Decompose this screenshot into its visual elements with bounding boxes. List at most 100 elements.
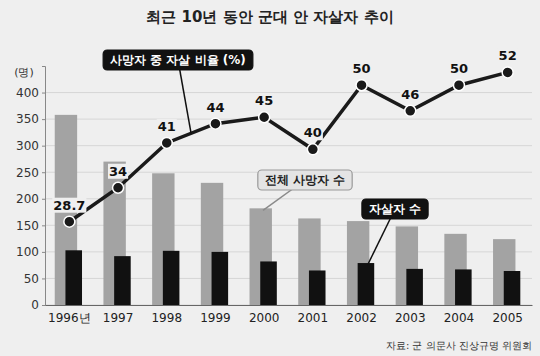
label-patch bbox=[498, 48, 518, 63]
series-name: 전체 사망자 수 bbox=[265, 173, 345, 187]
data-label-group: 50 bbox=[352, 61, 372, 76]
bar-series bbox=[55, 115, 516, 305]
x-tick-label: 1999 bbox=[200, 311, 231, 325]
y-tick-mark bbox=[42, 172, 45, 173]
label-patch bbox=[303, 125, 323, 140]
x-tick: 1998 bbox=[151, 305, 182, 325]
marker bbox=[356, 80, 367, 91]
label-patch bbox=[352, 61, 372, 76]
series-name: 자살자 수 bbox=[369, 202, 421, 216]
bar bbox=[114, 256, 131, 305]
x-tick: 2000 bbox=[249, 305, 280, 325]
marker bbox=[64, 216, 75, 227]
x-tick: 1996년 bbox=[48, 305, 91, 325]
x-tick-label: 2001 bbox=[298, 311, 329, 325]
label-patch bbox=[400, 87, 420, 102]
bar bbox=[65, 250, 82, 305]
marker bbox=[307, 144, 318, 155]
line bbox=[69, 72, 507, 221]
x-tick-label: 2004 bbox=[444, 311, 475, 325]
marker bbox=[210, 118, 221, 129]
label-patch bbox=[449, 61, 469, 76]
x-tick-label: 2005 bbox=[492, 311, 523, 325]
bar bbox=[358, 263, 375, 305]
bar bbox=[504, 271, 521, 305]
y-axis: 050100150200250300350400 bbox=[16, 67, 45, 313]
bar bbox=[309, 270, 326, 305]
data-label-group: 40 bbox=[303, 125, 323, 140]
grid bbox=[45, 93, 532, 305]
data-label: 28.7 bbox=[53, 198, 85, 213]
x-tick-label: 1997 bbox=[103, 311, 134, 325]
x-tick-label: 2000 bbox=[249, 311, 280, 325]
marker bbox=[405, 105, 416, 116]
data-label: 41 bbox=[158, 119, 176, 134]
y-tick-label: 400 bbox=[16, 86, 39, 100]
y-tick-label: 100 bbox=[16, 245, 39, 259]
x-tick: 2003 bbox=[395, 305, 426, 325]
data-label-group: 45 bbox=[254, 93, 274, 108]
y-tick-label: 250 bbox=[16, 166, 39, 180]
x-tick-label: 2003 bbox=[395, 311, 426, 325]
bar bbox=[163, 251, 180, 305]
x-tick: 2001 bbox=[298, 305, 329, 325]
y-tick-mark bbox=[42, 252, 45, 253]
x-tick: 1999 bbox=[200, 305, 231, 325]
y-tick-label: 50 bbox=[24, 272, 39, 286]
label-patch bbox=[254, 93, 274, 108]
series-label: 사망자 중 자살 비율 (%) bbox=[103, 50, 253, 133]
y-tick-label: 300 bbox=[16, 139, 39, 153]
plot-area bbox=[55, 67, 521, 305]
x-tick: 2002 bbox=[346, 305, 377, 325]
data-label-group: 46 bbox=[400, 87, 420, 102]
marker bbox=[161, 137, 172, 148]
grid-line bbox=[45, 145, 532, 146]
background bbox=[0, 0, 540, 356]
label-box bbox=[103, 50, 253, 70]
y-tick-mark bbox=[42, 119, 45, 120]
source: 자료: 군 의문사 진상규명 위원회 bbox=[386, 340, 532, 351]
data-label: 45 bbox=[255, 93, 273, 108]
bar bbox=[212, 252, 229, 305]
y-axis-title: (명) bbox=[14, 66, 34, 79]
data-label-group: 34 bbox=[108, 164, 128, 179]
label-box bbox=[258, 170, 352, 190]
label-patch bbox=[108, 164, 128, 179]
y-tick-mark bbox=[42, 278, 45, 279]
bar bbox=[455, 269, 472, 305]
y-tick: 100 bbox=[16, 245, 45, 259]
data-label-group: 28.7 bbox=[52, 198, 86, 213]
y-tick: 350 bbox=[16, 112, 45, 126]
y-tick-mark bbox=[42, 146, 45, 147]
bar bbox=[406, 269, 423, 305]
series-label: 자살자 수 bbox=[362, 199, 428, 265]
grid-line bbox=[45, 119, 532, 120]
label-patch bbox=[157, 119, 177, 134]
data-label: 40 bbox=[304, 125, 322, 140]
y-tick-label: 350 bbox=[16, 112, 39, 126]
x-axis-line bbox=[46, 305, 533, 306]
x-axis: 1996년 1997 1998 1999 2000 2001 2002 2003 2004 200… bbox=[46, 305, 533, 325]
y-tick-mark bbox=[42, 225, 45, 226]
y-tick-label: 150 bbox=[16, 219, 39, 233]
y-tick: 250 bbox=[16, 166, 45, 180]
data-label-group: 52 bbox=[498, 48, 518, 63]
marker bbox=[259, 112, 270, 123]
x-tick-label: 1996년 bbox=[48, 311, 91, 325]
data-labels: 28.7 34 41 44 45 40 50 46 50 52 bbox=[52, 48, 517, 212]
data-label: 44 bbox=[206, 100, 224, 115]
y-tick: 50 bbox=[24, 272, 45, 286]
y-tick: 300 bbox=[16, 139, 45, 153]
marker bbox=[113, 182, 124, 193]
label-box bbox=[362, 199, 428, 219]
y-axis-line bbox=[42, 67, 46, 306]
marker bbox=[453, 80, 464, 91]
y-tick-label: 200 bbox=[16, 192, 39, 206]
data-label-group: 50 bbox=[449, 61, 469, 76]
y-tick-mark bbox=[42, 93, 45, 94]
series-name: 사망자 중 자살 비율 (%) bbox=[110, 53, 246, 67]
y-tick: 200 bbox=[16, 192, 45, 206]
series-labels: 전체 사망자 수자살자 수 사망자 중 자살 비율 (%) bbox=[103, 50, 428, 265]
y-tick: 150 bbox=[16, 219, 45, 233]
y-tick-mark bbox=[42, 305, 45, 306]
